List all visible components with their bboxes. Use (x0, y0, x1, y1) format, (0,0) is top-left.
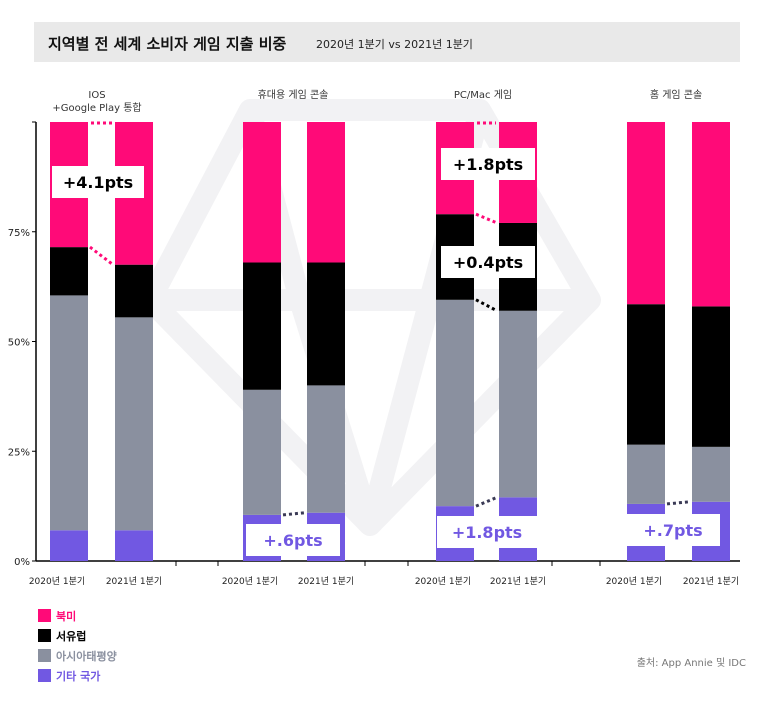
group-header-line: PC/Mac 게임 (454, 88, 512, 101)
bar-segment (115, 317, 153, 531)
annotation-box (626, 514, 720, 546)
annotation-label: +1.8pts (452, 523, 522, 542)
bar-segment (499, 310, 537, 498)
bar-segment (307, 122, 345, 263)
x-tick-label: 2020년 1분기 (606, 576, 662, 587)
legend-label-asia-pacific: 아시아태평양 (56, 650, 117, 663)
chart-subtitle: 2020년 1분기 vs 2021년 1분기 (316, 38, 473, 51)
group-header-line: 휴대용 게임 콘솔 (258, 88, 329, 101)
annotation-label: +.7pts (643, 521, 702, 540)
x-tick-label: 2021년 1분기 (298, 576, 354, 587)
bar-segment (243, 122, 281, 263)
annotation-label: +4.1pts (63, 173, 133, 192)
y-tick-label: 75% (8, 228, 30, 239)
group-header-line: +Google Play 통합 (52, 102, 141, 114)
group-header-line: 홈 게임 콘솔 (650, 88, 702, 101)
legend-label-north-america: 북미 (56, 610, 77, 623)
bar-segment (243, 262, 281, 390)
bar-segment (307, 262, 345, 386)
change-connector (282, 511, 306, 517)
legend-swatch-asia-pacific (38, 649, 51, 662)
legend-swatch-western-europe (38, 629, 51, 642)
change-connector (475, 212, 498, 225)
group-header: 홈 게임 콘솔 (650, 88, 702, 101)
annotation-box (441, 246, 535, 278)
change-connector (475, 495, 498, 508)
bar-segment (692, 306, 730, 447)
legend-swatch-other (38, 669, 51, 682)
bar-segment (627, 444, 665, 504)
title-bar: 지역별 전 세계 소비자 게임 지출 비중 2020년 1분기 vs 2021년… (34, 22, 740, 62)
watermark-logo (139, 99, 601, 536)
annotation-box (246, 524, 340, 556)
bar-segment (627, 304, 665, 445)
annotation-box (441, 148, 535, 180)
bar-segment (307, 385, 345, 513)
change-connector (666, 500, 691, 506)
bar-segment (692, 446, 730, 502)
chart-title: 지역별 전 세계 소비자 게임 지출 비중 (48, 35, 287, 53)
x-tick-label: 2020년 1분기 (222, 576, 278, 587)
bar-segment (115, 264, 153, 318)
bar-segment (692, 122, 730, 307)
annotation-label: +0.4pts (453, 253, 523, 272)
bar-segment (243, 389, 281, 515)
bar-segment (50, 295, 88, 531)
bar-segment (436, 299, 474, 507)
x-tick-label: 2021년 1분기 (490, 576, 546, 587)
y-tick-label: 50% (8, 338, 30, 349)
group-header: IOS +Google Play 통합 (52, 90, 141, 114)
annotation-label: +1.8pts (453, 155, 523, 174)
group-header-line: IOS (88, 90, 105, 101)
group-header: PC/Mac 게임 (454, 88, 512, 101)
annotation-box (437, 516, 537, 548)
change-connector (475, 298, 498, 313)
y-tick-label: 25% (8, 447, 30, 458)
x-tick-label: 2020년 1분기 (415, 576, 471, 587)
bar-segment (50, 530, 88, 561)
legend-label-other: 기타 국가 (56, 670, 101, 683)
annotation-label: +.6pts (263, 531, 322, 550)
x-tick-label: 2020년 1분기 (29, 576, 85, 587)
source-note: 출처: App Annie 및 IDC (636, 658, 746, 669)
change-connector (89, 245, 114, 266)
bar-segment (115, 530, 153, 561)
bar-segment (627, 122, 665, 305)
bar-segment (50, 247, 88, 296)
legend-label-western-europe: 서유럽 (56, 630, 87, 643)
group-header: 휴대용 게임 콘솔 (258, 88, 329, 101)
annotation-box (52, 166, 144, 198)
x-tick-label: 2021년 1분기 (106, 576, 162, 587)
x-tick-label: 2021년 1분기 (683, 576, 739, 587)
y-tick-label: 0% (14, 557, 30, 568)
legend-swatch-north-america (38, 609, 51, 622)
